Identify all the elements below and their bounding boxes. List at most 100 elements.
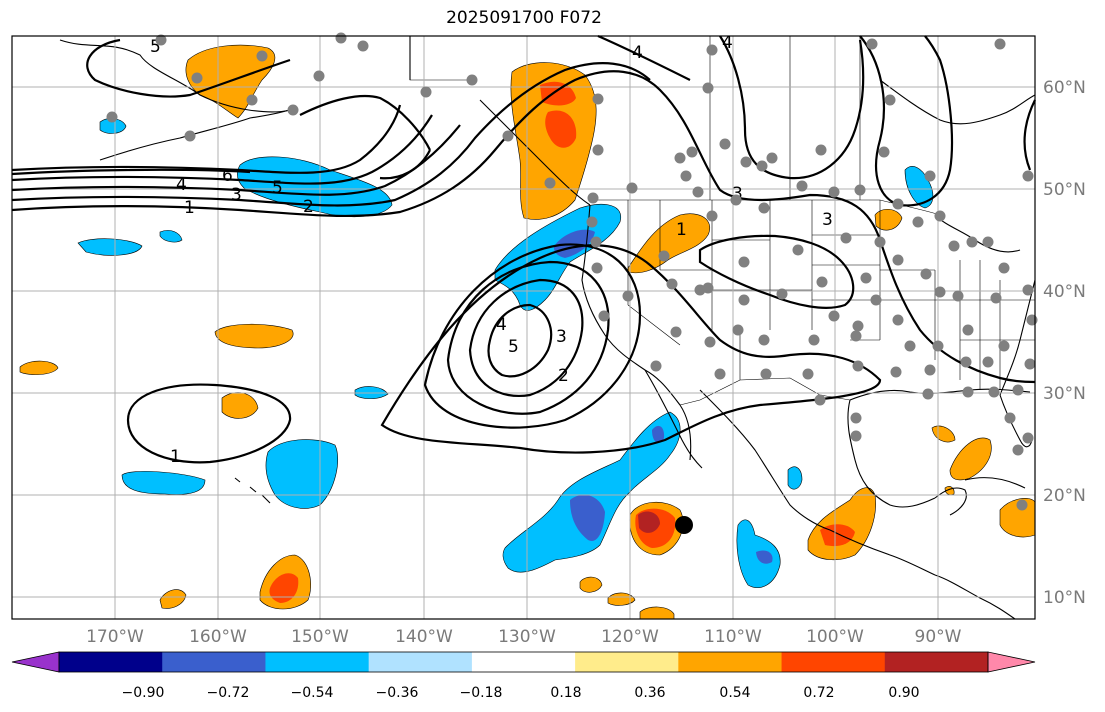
- colorbar-tick-label: 0.18: [550, 685, 581, 701]
- shade-redorange-bc-2: [545, 110, 577, 148]
- contour-low-ca-2: [423, 243, 642, 429]
- shade-orange-south-pac-3: [579, 576, 603, 593]
- station-dot: [674, 152, 686, 164]
- contour-label: 4: [722, 33, 733, 53]
- contour-hawaii-1: [126, 383, 292, 464]
- colorbar: [11, 651, 1036, 673]
- station-dot: [740, 156, 752, 168]
- shade-royalblue-epac-2: [652, 425, 665, 443]
- station-dot: [796, 180, 808, 192]
- lon-label: 110°W: [704, 627, 762, 647]
- contour-label: 4: [632, 43, 643, 63]
- coastline-mexico-west: [699, 389, 936, 576]
- contour-low-ca-1: [380, 244, 882, 454]
- station-dot: [666, 278, 678, 290]
- station-dot: [854, 184, 866, 196]
- colorbar-segment: [162, 652, 266, 672]
- contour-low-ca-3: [446, 260, 610, 415]
- border-canada-provinces: [629, 36, 861, 200]
- station-dot: [874, 236, 886, 248]
- station-dot: [714, 368, 726, 380]
- station-dot: [670, 326, 682, 338]
- map-frame: [11, 35, 1036, 620]
- colorbar-frame: [58, 651, 989, 673]
- colorbar-segment: [781, 652, 886, 672]
- station-dot: [155, 34, 167, 46]
- station-dot: [924, 170, 936, 182]
- shade-redorange-south-pac-1: [269, 573, 299, 603]
- shade-blue-small-2: [159, 230, 183, 243]
- coastline-central-america: [934, 574, 1016, 620]
- station-dot: [706, 210, 718, 222]
- colorbar-tick-label: 0.90: [888, 685, 919, 701]
- station-dot: [246, 94, 258, 106]
- lon-label: 90°W: [915, 627, 962, 647]
- station-dot: [1026, 314, 1038, 326]
- station-dot: [590, 236, 602, 248]
- contour-4-north: [11, 114, 433, 185]
- station-dot: [758, 334, 770, 346]
- chart-title: 2025091700 F072: [446, 8, 602, 28]
- coastline-hudson: [879, 79, 1036, 125]
- lon-label: 120°W: [601, 627, 659, 647]
- contour-label: 2: [558, 366, 569, 386]
- lon-label: 140°W: [395, 627, 453, 647]
- station-dot: [1004, 412, 1016, 424]
- contour-low-ne-4: [597, 34, 865, 180]
- colorbar-tick-label: −0.18: [460, 685, 503, 701]
- station-dot: [592, 93, 604, 105]
- contour-label: 3: [231, 185, 242, 205]
- station-dot: [866, 38, 878, 50]
- station-dot: [544, 177, 556, 189]
- shade-blue-hawaii-west: [121, 471, 206, 495]
- shade-orange-south-pac-5: [639, 606, 675, 620]
- contour-high-bering: [86, 38, 431, 180]
- colorbar-extend-high: [987, 651, 1036, 673]
- station-dot: [852, 320, 864, 332]
- lat-label: 50°N: [1043, 180, 1086, 200]
- coastline-west-us: [581, 204, 692, 461]
- contour-lines: [11, 34, 1036, 464]
- shade-orange-rockies: [627, 213, 710, 274]
- colorbar-extend-low: [11, 651, 60, 673]
- station-dot: [598, 310, 610, 322]
- contour-label: 4: [176, 175, 187, 195]
- shade-orange-south-pac-2: [159, 589, 187, 609]
- lat-label: 40°N: [1043, 282, 1086, 302]
- station-dot: [766, 152, 778, 164]
- station-dot: [850, 412, 862, 424]
- station-dot: [650, 360, 662, 372]
- station-dot: [860, 272, 872, 284]
- station-dot: [357, 40, 369, 52]
- station-dot: [924, 364, 936, 376]
- coastline-florida: [999, 394, 1033, 448]
- coastline-cuba: [964, 477, 1026, 489]
- station-dot: [191, 72, 203, 84]
- contour-label: 6: [222, 166, 233, 186]
- colorbar-tick-label: 0.36: [634, 685, 665, 701]
- station-dot: [592, 144, 604, 156]
- station-dot: [738, 256, 750, 268]
- colorbar-tick-label: 0.54: [719, 685, 750, 701]
- station-dot: [932, 340, 944, 352]
- station-dot: [828, 186, 840, 198]
- contour-label: 1: [184, 198, 195, 218]
- station-dot: [760, 368, 772, 380]
- station-dot: [922, 388, 934, 400]
- contour-label: 1: [676, 220, 687, 240]
- station-dot: [502, 130, 514, 142]
- station-dot: [892, 254, 904, 266]
- contour-label: 5: [150, 37, 161, 57]
- station-dot: [828, 310, 840, 322]
- colorbar-segment: [575, 652, 679, 672]
- lon-label: 170°W: [86, 627, 144, 647]
- station-dot: [998, 340, 1010, 352]
- colorbar-segment: [368, 652, 473, 672]
- station-dot: [702, 282, 714, 294]
- colorbar-segment: [471, 652, 576, 672]
- lon-label: 160°W: [189, 627, 247, 647]
- coastline-baja: [644, 369, 703, 469]
- colorbar-tick-labels: −0.90 −0.72 −0.54 −0.36 −0.18 0.18 0.36 …: [122, 685, 920, 701]
- station-dot: [692, 186, 704, 198]
- coastline-gulf-mexico: [847, 399, 936, 508]
